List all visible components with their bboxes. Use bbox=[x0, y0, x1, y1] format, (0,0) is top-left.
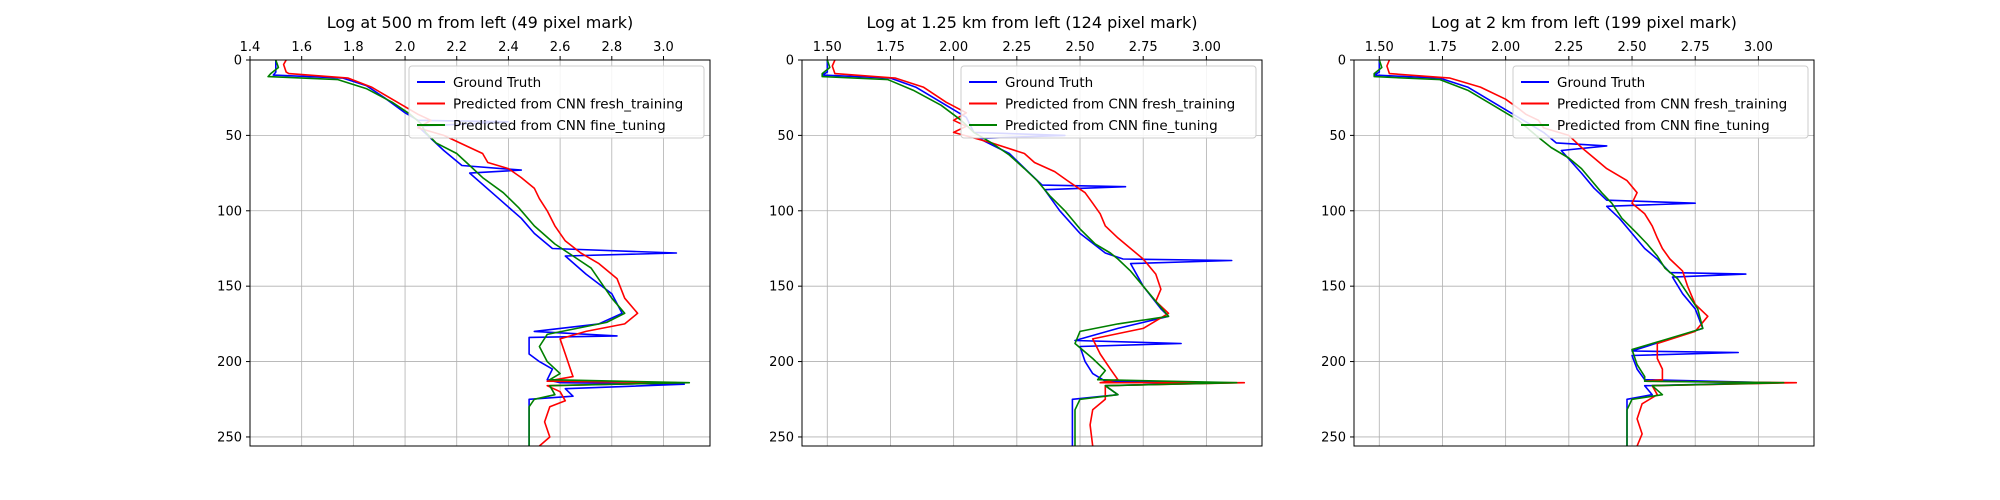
legend-label: Predicted from CNN fine_tuning bbox=[453, 118, 666, 134]
series-line-3 bbox=[1373, 60, 1785, 446]
plot-frame bbox=[1353, 59, 1815, 447]
legend: Ground Truth Predicted from CNN fresh_tra… bbox=[960, 65, 1257, 139]
y-tick-label: 200 bbox=[1321, 355, 1346, 370]
x-tick-label: 1.4 bbox=[240, 40, 261, 55]
y-tick-label: 50 bbox=[225, 129, 242, 144]
legend-label: Predicted from CNN fine_tuning bbox=[1557, 118, 1770, 134]
y-tick-label: 100 bbox=[1321, 204, 1346, 219]
x-tick-label: 1.8 bbox=[343, 40, 364, 55]
x-tick-label: 3.0 bbox=[653, 40, 674, 55]
y-tick-label: 0 bbox=[1338, 54, 1346, 69]
x-tick-label: 2.25 bbox=[1554, 40, 1583, 55]
x-tick-label: 2.00 bbox=[1491, 40, 1520, 55]
y-tick-label: 50 bbox=[777, 129, 794, 144]
x-tick-label: 3.00 bbox=[1744, 40, 1773, 55]
series-line-3 bbox=[821, 60, 1238, 446]
x-tick-label: 2.4 bbox=[498, 40, 519, 55]
series-line-3 bbox=[267, 60, 691, 446]
legend-label: Predicted from CNN fresh_training bbox=[1005, 97, 1235, 113]
legend-box bbox=[408, 65, 705, 139]
y-tick-label: 50 bbox=[1329, 129, 1346, 144]
x-tick-label: 2.00 bbox=[939, 40, 968, 55]
x-tick-label: 2.6 bbox=[550, 40, 571, 55]
legend-label: Ground Truth bbox=[1557, 75, 1645, 91]
plot-frame bbox=[249, 59, 711, 447]
legend-label: Ground Truth bbox=[1005, 75, 1093, 91]
chart-title: Log at 2 km from left (199 pixel mark) bbox=[1431, 13, 1737, 32]
chart-title: Log at 1.25 km from left (124 pixel mark… bbox=[866, 13, 1197, 32]
x-tick-label: 1.50 bbox=[1365, 40, 1394, 55]
chart-3: 1.50 1.75 2.00 2.25 2.50 2.75 3.00 0 50 100 150 200… bbox=[1321, 13, 1815, 447]
x-tick-label: 1.75 bbox=[876, 40, 905, 55]
y-tick-label: 200 bbox=[217, 355, 242, 370]
x-tick-label: 2.8 bbox=[601, 40, 622, 55]
y-tick-label: 150 bbox=[1321, 280, 1346, 295]
y-tick-label: 200 bbox=[769, 355, 794, 370]
legend: Ground Truth Predicted from CNN fresh_tra… bbox=[1512, 65, 1809, 139]
y-tick-label: 150 bbox=[217, 280, 242, 295]
legend-label: Predicted from CNN fresh_training bbox=[1557, 97, 1787, 113]
y-tick-label: 250 bbox=[769, 430, 794, 445]
legend-label: Predicted from CNN fresh_training bbox=[453, 97, 683, 113]
x-tick-label: 2.50 bbox=[1618, 40, 1647, 55]
y-tick-label: 150 bbox=[769, 280, 794, 295]
y-tick-label: 250 bbox=[217, 430, 242, 445]
x-tick-label: 2.75 bbox=[1129, 40, 1158, 55]
x-tick-label: 1.75 bbox=[1428, 40, 1457, 55]
y-tick-label: 100 bbox=[769, 204, 794, 219]
x-tick-label: 3.00 bbox=[1192, 40, 1221, 55]
y-tick-label: 100 bbox=[217, 204, 242, 219]
series-line-1 bbox=[272, 60, 685, 446]
x-tick-label: 2.50 bbox=[1066, 40, 1095, 55]
x-tick-label: 2.2 bbox=[446, 40, 467, 55]
legend-box bbox=[960, 65, 1257, 139]
legend: Ground Truth Predicted from CNN fresh_tra… bbox=[408, 65, 705, 139]
x-tick-label: 1.50 bbox=[813, 40, 842, 55]
legend-label: Ground Truth bbox=[453, 75, 541, 91]
x-tick-label: 2.75 bbox=[1681, 40, 1710, 55]
y-tick-label: 0 bbox=[234, 54, 242, 69]
legend-label: Predicted from CNN fine_tuning bbox=[1005, 118, 1218, 134]
x-tick-label: 2.0 bbox=[395, 40, 416, 55]
x-tick-label: 2.25 bbox=[1002, 40, 1031, 55]
x-tick-label: 1.6 bbox=[291, 40, 312, 55]
chart-title: Log at 500 m from left (49 pixel mark) bbox=[327, 13, 634, 32]
y-tick-label: 250 bbox=[1321, 430, 1346, 445]
y-tick-label: 0 bbox=[786, 54, 794, 69]
chart-2: 1.50 1.75 2.00 2.25 2.50 2.75 3.00 0 50 100 150 200… bbox=[769, 13, 1263, 447]
legend-box bbox=[1512, 65, 1809, 139]
plot-frame bbox=[801, 59, 1263, 447]
chart-1: 1.4 1.6 1.8 2.0 2.2 2.4 2.6 2.8 3.0 0 50 100 150 200 2… bbox=[217, 13, 711, 447]
